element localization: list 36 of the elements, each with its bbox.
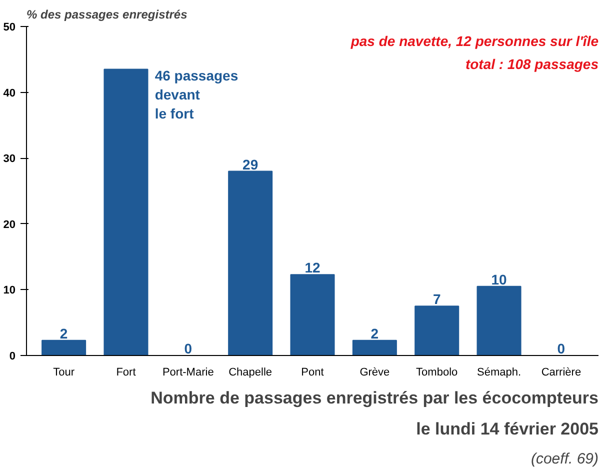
annotation: total : 108 passages	[465, 56, 599, 72]
x-tick-label: Port-Marie	[162, 366, 214, 378]
x-tick-label: Tombolo	[416, 366, 458, 378]
x-tick-label: Sémaph.	[477, 366, 522, 378]
annotation: 2	[370, 325, 379, 342]
annotation: pas de navette, 12 personnes sur l'île	[350, 33, 599, 50]
y-tick-label: 40	[3, 87, 16, 100]
annotation: 46 passages devant le fort	[154, 67, 238, 122]
bar	[290, 274, 335, 356]
x-tick-label: Pont	[301, 366, 324, 378]
x-tick-label: Tour	[53, 366, 75, 378]
bar	[352, 340, 397, 356]
annotation: 29	[242, 156, 258, 172]
x-tick-label: Carrière	[541, 366, 582, 378]
y-tick-label: 30	[3, 153, 16, 166]
annotation: 0	[184, 340, 192, 356]
bar	[228, 170, 273, 356]
annotation: 10	[491, 271, 508, 288]
annotation: 2	[60, 325, 68, 342]
y-tick-label: 20	[3, 218, 16, 231]
x-tick-label: Grève	[360, 366, 390, 378]
x-tick-label: Fort	[116, 366, 136, 378]
annotation: 12	[304, 260, 320, 276]
annotation: 0	[557, 340, 566, 356]
bar	[42, 340, 86, 356]
bar	[476, 286, 522, 356]
y-tick-label: 50	[3, 22, 16, 34]
bar	[414, 306, 460, 356]
y-axis-title: % des passages enregistrés	[26, 8, 188, 22]
annotation: 7	[432, 291, 441, 308]
x-tick-label: Chapelle	[228, 366, 272, 378]
text: (coeff. 69)	[530, 450, 599, 468]
y-tick-label: 0	[9, 350, 16, 362]
bar	[104, 68, 148, 356]
y-tick-label: 10	[3, 284, 16, 297]
text: Nombre de passages enregistrés par les écocompteurs le lundi 14 février 2005	[150, 388, 599, 438]
